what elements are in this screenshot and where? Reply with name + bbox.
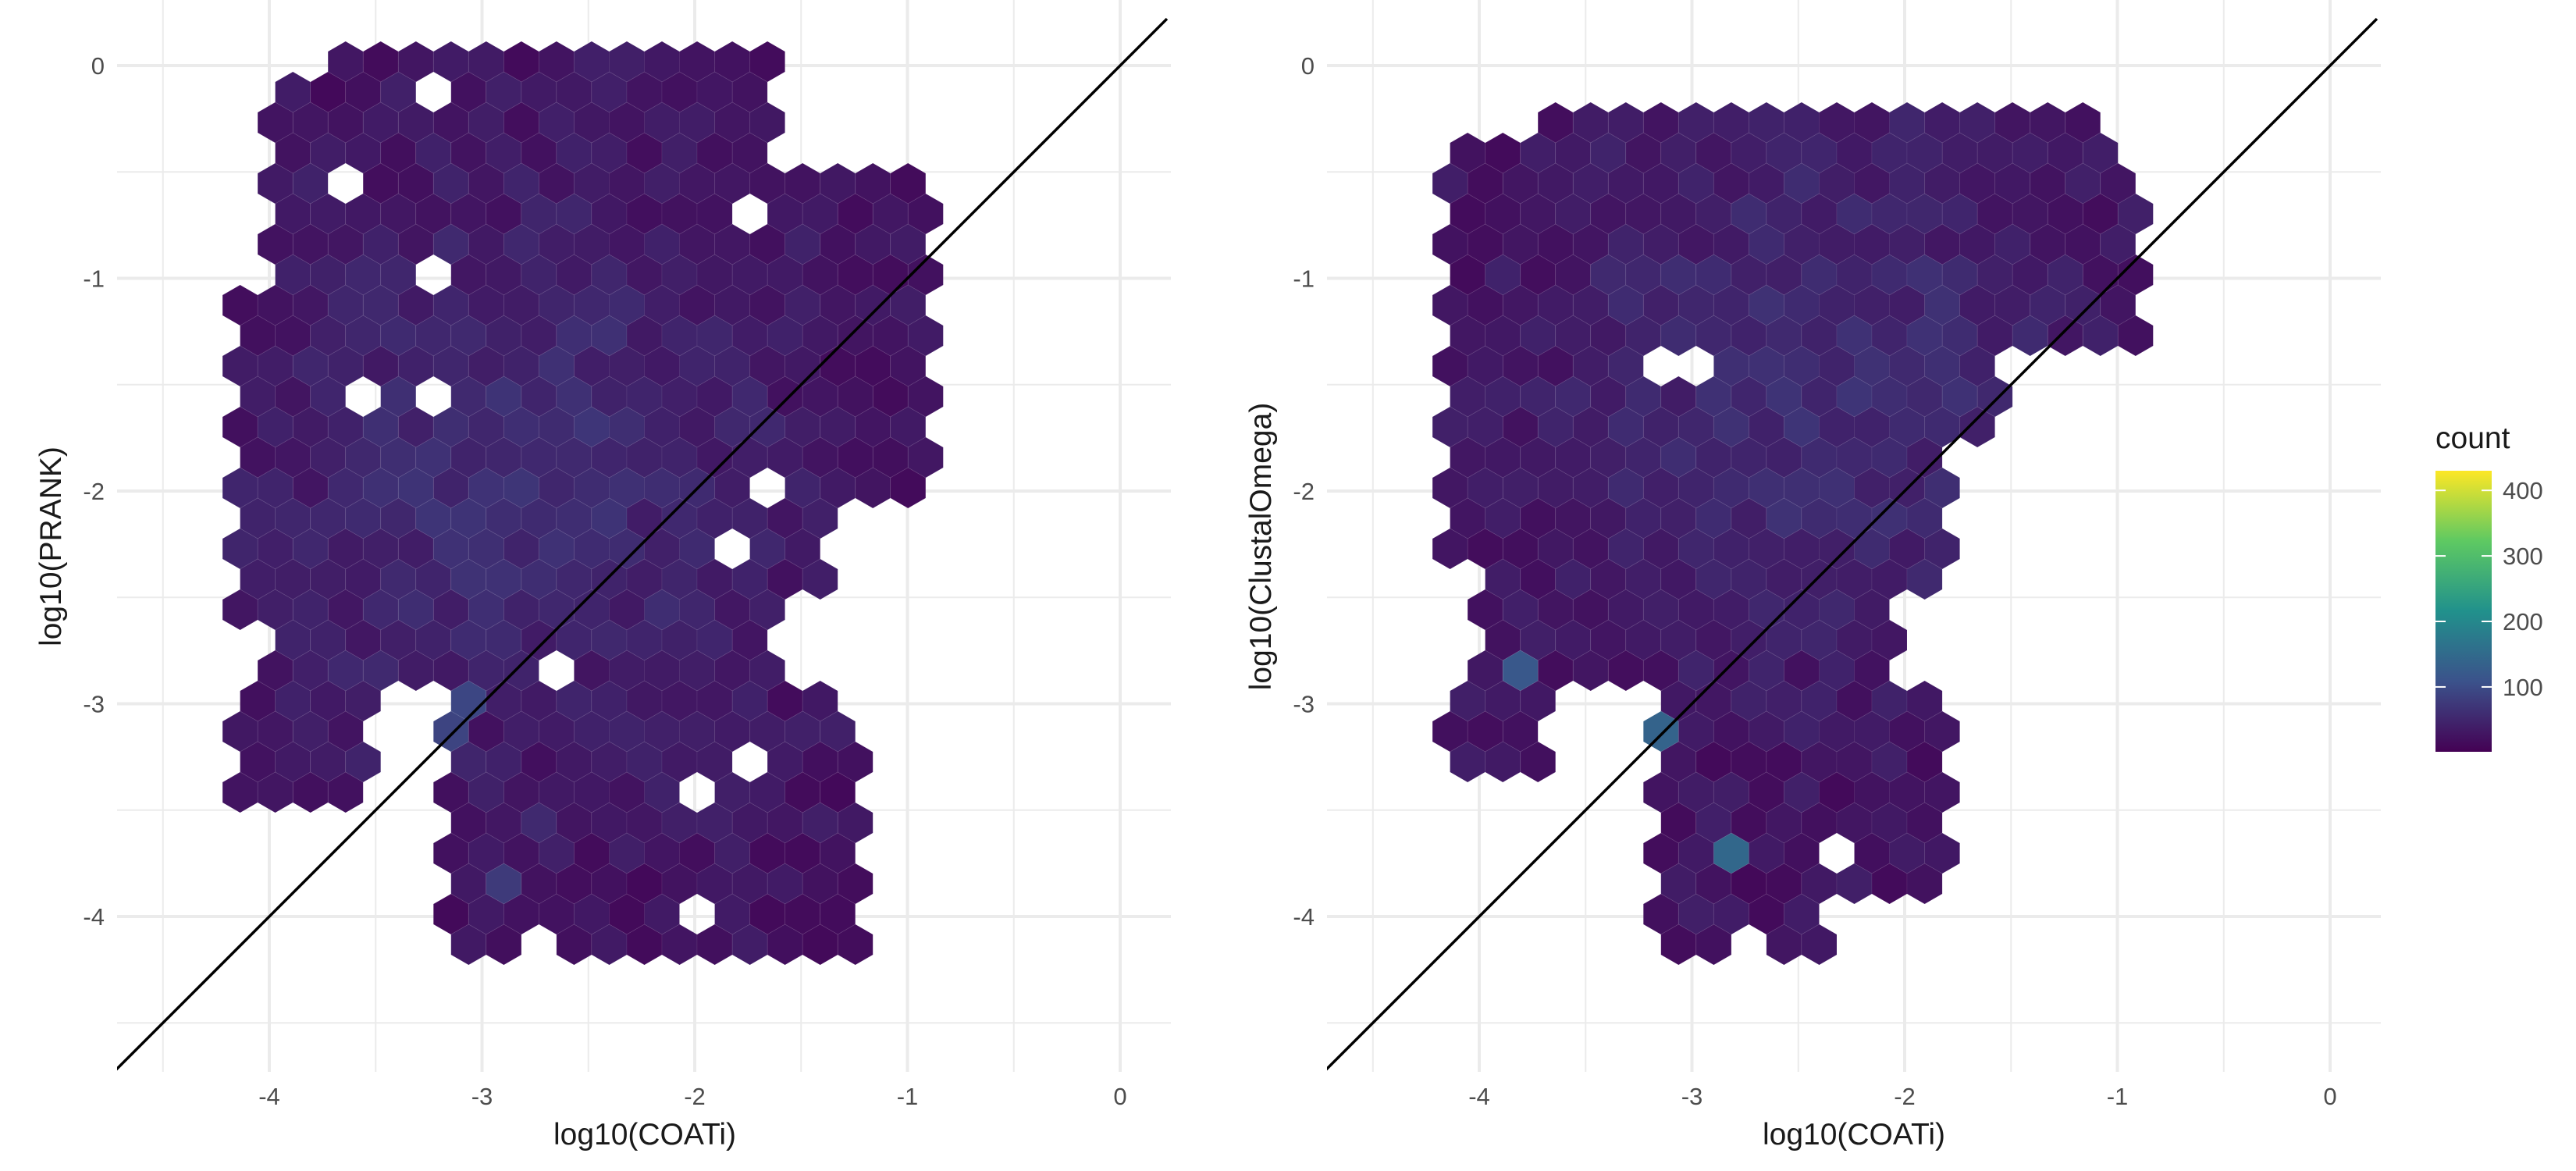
legend-tick-label: 200 [2503,608,2543,635]
x-tick-label: -1 [897,1083,919,1110]
x-tick-label: -4 [1468,1083,1490,1110]
y-tick-label: 0 [1301,52,1315,80]
identity-line [1327,17,2379,1071]
x-tick-label: 0 [1113,1083,1126,1110]
x-tick-label: -1 [2107,1083,2129,1110]
legend-title: count [2435,422,2510,455]
hex-cell [802,558,838,600]
y-tick-label: -4 [83,903,105,931]
reference-line [117,17,1169,1071]
x-tick-labels: -4 -3 -2 -1 0 [1468,1083,2336,1110]
legend-ticks: 400 300 200 100 [2435,477,2543,701]
legend-tick-label: 300 [2503,543,2543,570]
identity-line [117,17,1169,1071]
hex-cell [1906,558,1943,600]
legend-tick-label: 100 [2503,674,2543,701]
y-tick-label: -3 [83,691,105,718]
hex-cell [1906,863,1943,905]
panel-prank: -4 -3 -2 -1 0 0 -1 -2 -3 -4 log10(COATi) log10(P… [34,0,1171,1151]
y-tick-label: -1 [83,265,105,293]
x-axis-title: log10(COATi) [1763,1118,1945,1151]
y-axis-title: log10(PRANK) [34,447,68,646]
hex-cell [327,771,364,813]
hex-cell [890,467,927,509]
x-tick-labels: -4 -3 -2 -1 0 [258,1083,1126,1110]
y-tick-label: -1 [1293,265,1315,293]
x-tick-label: 0 [2323,1083,2336,1110]
hex-cell [1695,924,1732,966]
x-axis-title: log10(COATi) [553,1118,736,1151]
y-tick-labels: 0 -1 -2 -3 -4 [1293,52,1315,931]
x-tick-label: -3 [1681,1083,1703,1110]
reference-line [1327,17,2379,1071]
hex-cell [837,924,873,966]
x-tick-label: -4 [258,1083,280,1110]
x-tick-label: -2 [1894,1083,1916,1110]
y-tick-label: 0 [91,52,105,80]
legend-colorbar [2435,471,2492,752]
hex-cell [1801,924,1838,966]
color-legend: count 400 300 200 100 [2435,422,2543,752]
hex-cell [1520,741,1557,783]
y-axis-title: log10(ClustalOmega) [1244,403,1278,691]
hex-cell [2117,315,2154,357]
x-tick-label: -2 [684,1083,706,1110]
x-tick-label: -3 [471,1083,493,1110]
hexbin-cells [222,41,944,966]
hex-cell [486,924,522,966]
y-tick-label: -2 [1293,478,1315,505]
panel-clustalomega: -4 -3 -2 -1 0 0 -1 -2 -3 -4 log10(COATi) log10(C… [1244,0,2381,1151]
y-tick-label: -3 [1293,691,1315,718]
y-tick-label: -2 [83,478,105,505]
y-tick-labels: 0 -1 -2 -3 -4 [83,52,105,931]
hexbin-cells [1432,101,2154,966]
legend-tick-label: 400 [2503,477,2543,504]
y-tick-label: -4 [1293,903,1315,931]
